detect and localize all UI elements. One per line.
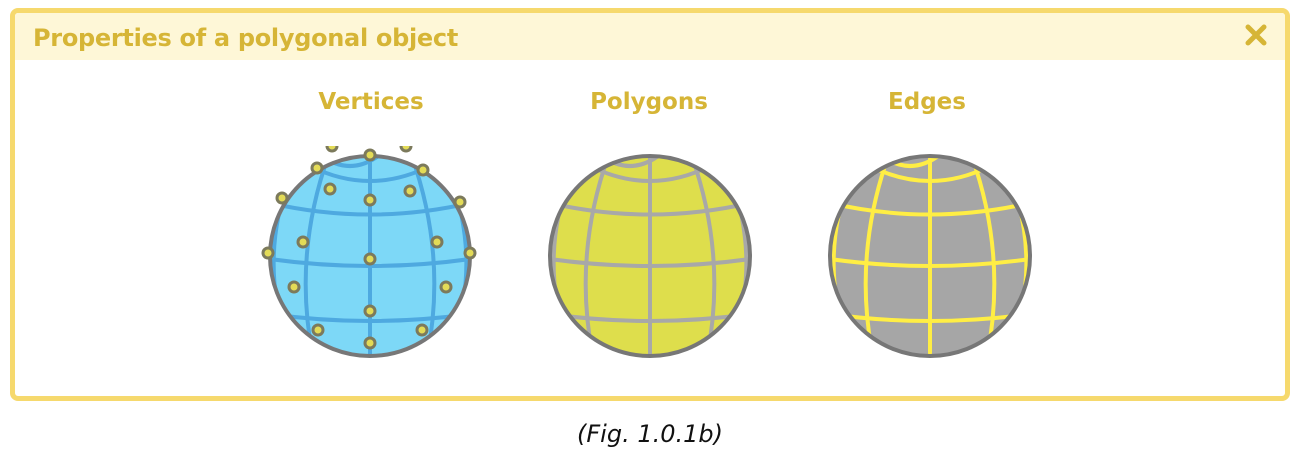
close-icon[interactable] — [1243, 22, 1269, 48]
polygons-title: Polygons — [590, 89, 708, 115]
figure-caption: (Fig. 1.0.1b) — [577, 420, 723, 448]
properties-panel: Properties of a polygonal object Vertice… — [10, 8, 1290, 401]
panel-header: Properties of a polygonal object — [15, 13, 1285, 60]
vertices-sphere — [261, 146, 477, 358]
edges-title: Edges — [888, 89, 966, 115]
vertices-title: Vertices — [318, 89, 424, 115]
panel-title: Properties of a polygonal object — [33, 24, 459, 52]
vertex-points — [261, 146, 477, 350]
polygons-sphere — [548, 154, 752, 358]
edges-sphere — [828, 154, 1032, 358]
